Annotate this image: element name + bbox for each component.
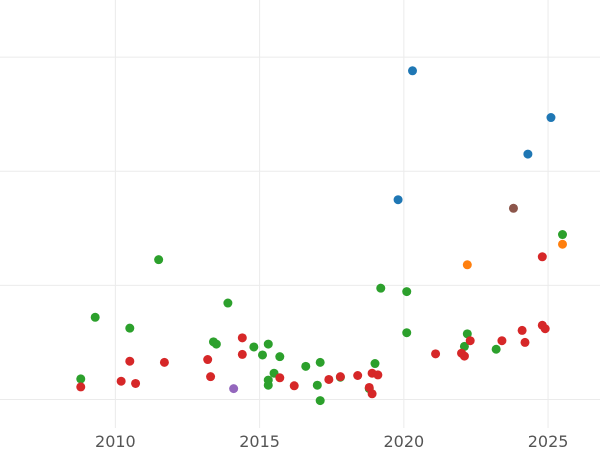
data-point-s3-3 [131, 378, 141, 388]
data-point-s3-15 [367, 389, 377, 399]
x-tick-label-2010: 2010 [95, 432, 136, 450]
data-point-s3-26 [540, 324, 550, 334]
data-point-s3-6 [206, 372, 216, 382]
data-point-s2-0 [154, 255, 164, 265]
data-point-s2-20 [376, 283, 386, 293]
data-point-s2-19 [370, 359, 380, 369]
data-point-s3-20 [459, 351, 469, 361]
x-tick-label-2025: 2025 [528, 432, 569, 450]
data-point-s2-2 [125, 323, 135, 333]
data-point-s2-14 [312, 380, 322, 390]
data-point-s2-26 [491, 344, 501, 354]
data-point-s3-5 [203, 355, 213, 365]
data-points [76, 66, 567, 406]
data-point-s2-22 [402, 328, 412, 338]
data-point-s3-13 [353, 370, 363, 380]
data-point-s3-11 [324, 374, 334, 384]
data-point-s3-21 [465, 336, 475, 346]
data-point-s0-2 [523, 149, 533, 159]
data-point-s2-21 [402, 287, 412, 297]
data-point-s1-0 [462, 260, 472, 270]
data-point-s3-18 [431, 349, 441, 359]
data-point-s4-0 [229, 384, 239, 394]
data-point-s2-25 [462, 329, 472, 339]
data-point-s3-27 [537, 252, 547, 262]
data-point-s2-27 [558, 230, 567, 240]
data-point-s0-0 [408, 66, 417, 76]
data-point-s3-8 [237, 349, 247, 359]
data-point-s2-3 [223, 298, 233, 308]
data-point-s2-24 [459, 341, 469, 351]
data-point-s3-2 [125, 356, 135, 366]
data-point-s3-24 [520, 337, 530, 347]
x-axis-ticks: 2010 2015 2020 2025 [95, 432, 568, 450]
gridlines [0, 0, 600, 428]
data-point-s3-10 [289, 381, 299, 391]
data-point-s3-0 [76, 382, 86, 392]
x-tick-label-2015: 2015 [239, 432, 280, 450]
data-point-s2-6 [249, 342, 259, 352]
data-point-s3-22 [497, 336, 507, 346]
data-point-s3-7 [237, 333, 247, 343]
data-point-s0-1 [546, 113, 556, 123]
data-point-s2-9 [275, 352, 285, 362]
data-point-s3-23 [517, 325, 527, 335]
data-point-s3-12 [335, 372, 345, 382]
data-point-s2-8 [263, 339, 273, 349]
data-point-s3-9 [275, 373, 285, 383]
data-point-s1-1 [558, 239, 567, 249]
data-point-s2-15 [315, 357, 325, 367]
data-point-s2-7 [258, 350, 267, 360]
data-point-s2-12 [263, 380, 273, 390]
data-point-s0-3 [393, 195, 403, 205]
data-point-s5-0 [508, 203, 518, 213]
data-point-s3-17 [373, 370, 383, 380]
data-point-s2-16 [315, 396, 325, 406]
x-tick-label-2020: 2020 [383, 432, 424, 450]
data-point-s2-13 [301, 361, 311, 371]
data-point-s3-1 [116, 376, 126, 386]
data-point-s2-1 [90, 312, 100, 322]
data-point-s2-23 [76, 374, 86, 384]
data-point-s3-4 [159, 357, 169, 367]
data-point-s2-5 [211, 339, 221, 349]
